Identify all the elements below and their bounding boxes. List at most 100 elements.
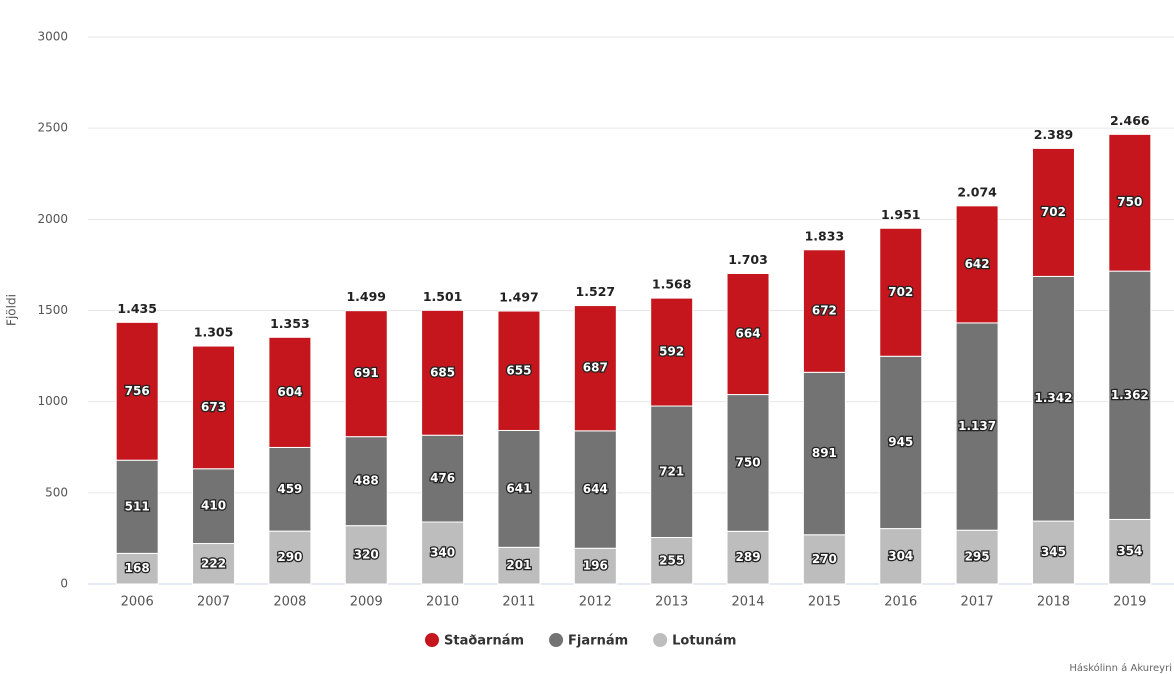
total-label: 2.074 <box>957 184 997 199</box>
bar-segment <box>344 525 388 585</box>
data-label: 410 <box>201 499 226 513</box>
x-tick-label: 2006 <box>121 595 154 610</box>
legend-label: Fjarnám <box>568 634 628 649</box>
x-tick-label: 2012 <box>579 595 612 610</box>
bar-segment <box>1031 275 1075 522</box>
total-label: 1.703 <box>728 252 768 267</box>
data-label: 644 <box>583 482 608 496</box>
x-tick-label: 2008 <box>273 595 306 610</box>
bar-segment <box>268 336 312 448</box>
bar-segment <box>802 249 846 373</box>
data-label: 721 <box>659 464 684 478</box>
bar-segment <box>497 310 541 431</box>
x-tick-label: 2009 <box>350 595 383 610</box>
data-label: 891 <box>812 446 837 460</box>
data-label: 642 <box>965 257 990 271</box>
y-tick-label: 2000 <box>37 212 68 226</box>
bar-segment <box>573 305 617 432</box>
legend-marker <box>549 633 564 647</box>
data-label: 196 <box>583 559 608 573</box>
total-label: 1.497 <box>499 290 539 305</box>
total-label: 1.568 <box>652 277 692 292</box>
x-tick-label: 2015 <box>808 595 841 610</box>
data-label: 354 <box>1117 544 1142 558</box>
data-label: 340 <box>430 546 455 560</box>
bar-segment <box>955 529 999 585</box>
total-label: 1.501 <box>423 289 463 304</box>
data-label: 664 <box>736 327 761 341</box>
total-label: 1.305 <box>194 325 234 340</box>
data-label: 255 <box>659 553 684 567</box>
bar-segment <box>650 537 694 585</box>
bar-segment <box>268 530 312 585</box>
data-label: 222 <box>201 556 226 570</box>
data-label: 1.137 <box>958 419 996 433</box>
data-label: 1.342 <box>1034 391 1072 405</box>
legend-marker <box>653 633 668 647</box>
legend-label: Lotunám <box>672 634 736 649</box>
bar-segment <box>879 355 923 530</box>
bar-segment <box>497 429 541 548</box>
total-label: 1.353 <box>270 316 310 331</box>
data-label: 750 <box>736 455 761 469</box>
x-tick-label: 2017 <box>961 595 994 610</box>
bar-segment <box>650 297 694 407</box>
bar-segment <box>573 430 617 549</box>
data-label: 488 <box>354 474 379 488</box>
y-tick-label: 1500 <box>37 303 68 317</box>
data-label: 320 <box>354 547 379 561</box>
y-tick-label: 500 <box>45 485 68 499</box>
bar-segment <box>115 321 159 461</box>
data-label: 691 <box>354 366 379 380</box>
data-label: 592 <box>659 345 684 359</box>
bar-segment <box>192 345 236 470</box>
data-label: 673 <box>201 400 226 414</box>
data-label: 345 <box>1041 545 1066 559</box>
bar-segment <box>1108 518 1152 585</box>
bar-segment <box>115 459 159 554</box>
x-tick-label: 2018 <box>1037 595 1070 610</box>
bar-segment <box>497 546 541 585</box>
y-tick-label: 2500 <box>37 121 68 135</box>
total-label: 1.499 <box>346 289 386 304</box>
bar-segment <box>1108 133 1152 272</box>
bar-segment <box>344 436 388 527</box>
x-tick-label: 2013 <box>655 595 688 610</box>
credit: Háskólinn á Akureyri <box>1069 662 1172 674</box>
bar-segment <box>1031 520 1075 585</box>
x-tick-label: 2007 <box>197 595 230 610</box>
bar-segment <box>421 434 465 523</box>
bar-segment <box>192 468 236 545</box>
bar-segment <box>192 543 236 585</box>
bar-segment <box>955 322 999 531</box>
data-label: 641 <box>506 481 531 495</box>
data-label: 289 <box>736 550 761 564</box>
bar-segment <box>802 371 846 536</box>
bar-segment <box>115 552 159 585</box>
data-label: 1.362 <box>1111 388 1149 402</box>
data-label: 672 <box>812 304 837 318</box>
x-tick-label: 2016 <box>884 595 917 610</box>
total-label: 1.527 <box>576 284 616 299</box>
data-label: 604 <box>277 385 302 399</box>
data-label: 702 <box>888 285 913 299</box>
x-tick-label: 2010 <box>426 595 459 610</box>
legend-marker <box>425 633 439 647</box>
data-label: 270 <box>812 552 837 566</box>
y-tick-label: 3000 <box>37 30 68 44</box>
data-label: 459 <box>277 482 302 496</box>
data-label: 756 <box>125 384 150 398</box>
data-label: 511 <box>125 499 150 513</box>
data-label: 304 <box>888 549 913 563</box>
data-label: 168 <box>125 561 150 575</box>
bar-segment <box>726 530 770 585</box>
data-label: 295 <box>965 550 990 564</box>
total-label: 2.389 <box>1034 127 1074 142</box>
data-label: 685 <box>430 365 455 379</box>
bar-segment <box>421 521 465 585</box>
data-label: 945 <box>888 435 913 449</box>
data-label: 687 <box>583 361 608 375</box>
data-label: 655 <box>506 363 531 377</box>
bar-segment <box>421 309 465 436</box>
